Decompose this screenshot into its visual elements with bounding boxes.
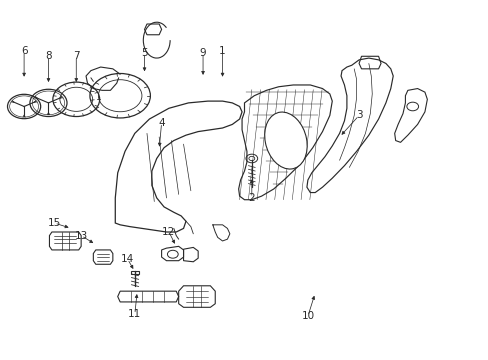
Text: 11: 11 <box>128 310 141 319</box>
Text: 14: 14 <box>121 254 134 264</box>
Text: 10: 10 <box>301 311 314 321</box>
Text: 7: 7 <box>73 51 80 61</box>
Ellipse shape <box>264 112 306 169</box>
Text: 1: 1 <box>219 46 225 56</box>
Text: 15: 15 <box>48 218 61 228</box>
Text: 9: 9 <box>199 48 206 58</box>
Text: 6: 6 <box>21 46 27 56</box>
Text: 3: 3 <box>355 111 362 121</box>
Text: 4: 4 <box>158 118 164 128</box>
Text: 8: 8 <box>45 51 52 61</box>
Text: 5: 5 <box>141 48 147 58</box>
Text: 13: 13 <box>74 231 87 240</box>
Text: 2: 2 <box>248 193 255 203</box>
Text: 12: 12 <box>162 227 175 237</box>
